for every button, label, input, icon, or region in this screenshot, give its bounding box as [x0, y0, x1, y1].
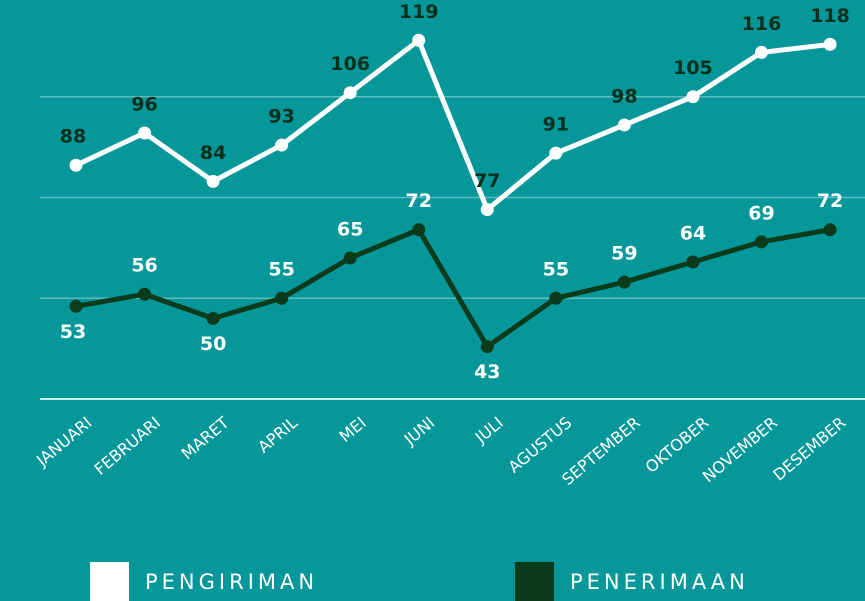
point: [824, 38, 837, 51]
point: [618, 118, 631, 131]
point: [549, 147, 562, 160]
value-label: 96: [131, 94, 157, 116]
point: [481, 203, 494, 216]
point: [755, 235, 768, 248]
x-tick-label: APRIL: [254, 413, 301, 457]
point: [344, 251, 357, 264]
x-tick-label: NOVEMBER: [699, 413, 781, 486]
value-label: 55: [268, 259, 294, 281]
point: [686, 255, 699, 268]
line: [76, 40, 830, 209]
point: [686, 90, 699, 103]
point: [618, 276, 631, 289]
value-label: 53: [60, 321, 86, 343]
value-label: 55: [543, 259, 569, 281]
legend-label: PENGIRIMAN: [145, 570, 318, 594]
value-label: 50: [200, 333, 226, 355]
value-label: 84: [200, 142, 226, 164]
point: [824, 223, 837, 236]
x-tick-label: MEI: [336, 413, 370, 446]
value-label: 59: [611, 243, 637, 265]
point: [481, 340, 494, 353]
point: [755, 46, 768, 59]
point: [138, 288, 151, 301]
x-tick-label: AGUSTUS: [504, 413, 575, 477]
x-tick-label: FEBRUARI: [91, 413, 164, 479]
point: [70, 159, 83, 172]
x-tick-label: DESEMBER: [769, 413, 849, 485]
line: [76, 230, 830, 347]
value-label: 91: [543, 114, 569, 136]
legend-swatch: [515, 562, 554, 601]
legend-label: PENERIMAAN: [570, 570, 749, 594]
point: [275, 139, 288, 152]
value-label: 105: [673, 57, 713, 79]
x-tick-label: JUNI: [400, 413, 438, 449]
value-label: 69: [748, 202, 774, 224]
x-tick-label: JULI: [471, 413, 507, 448]
point: [207, 175, 220, 188]
value-label: 119: [399, 1, 439, 23]
legend-swatch: [90, 562, 129, 601]
x-tick-label: JANUARI: [32, 413, 95, 471]
value-label: 72: [406, 190, 432, 212]
value-label: 64: [680, 222, 706, 244]
point: [549, 292, 562, 305]
value-label: 106: [330, 53, 370, 75]
point: [275, 292, 288, 305]
x-tick-label: OKTOBER: [642, 413, 713, 477]
value-label: 43: [474, 361, 500, 383]
point: [70, 300, 83, 313]
x-tick-label: MARET: [178, 413, 233, 464]
point: [344, 86, 357, 99]
chart: JANUARIFEBRUARI MARET APRIL MEI JUNI JULIAGUS…: [0, 0, 865, 601]
value-label: 118: [810, 5, 850, 27]
value-label: 65: [337, 218, 363, 240]
value-label: 98: [611, 85, 637, 107]
value-label: 93: [268, 106, 294, 128]
value-label: 116: [742, 13, 782, 35]
point: [412, 223, 425, 236]
point: [207, 312, 220, 325]
value-label: 56: [131, 255, 157, 277]
value-label: 77: [474, 170, 500, 192]
value-label: 88: [60, 126, 86, 148]
point: [138, 127, 151, 140]
point: [412, 34, 425, 47]
value-label: 72: [817, 190, 843, 212]
